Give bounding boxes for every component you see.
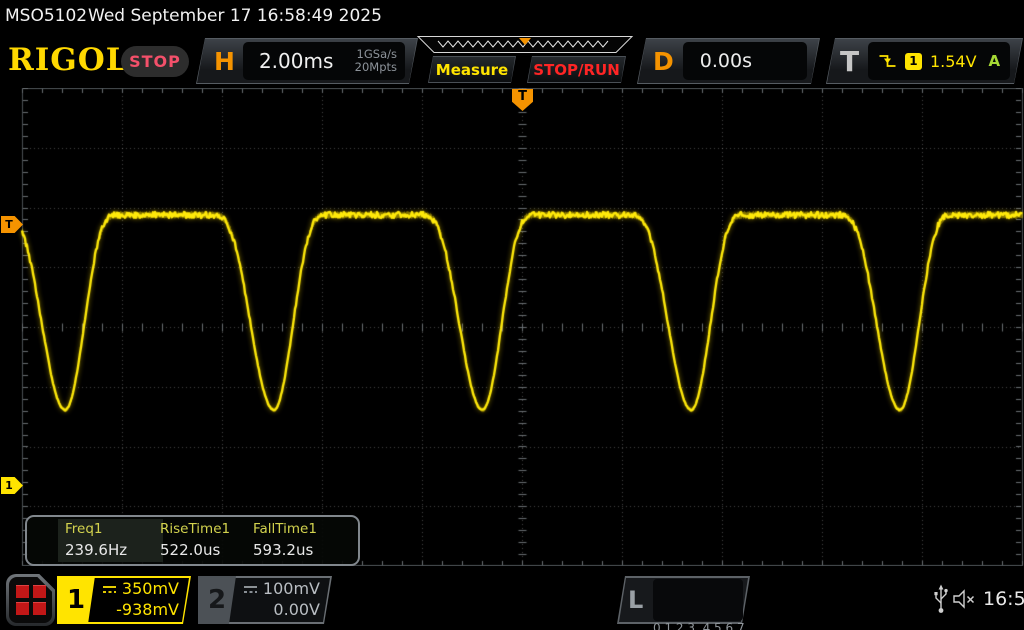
trigger-level-value[interactable]: 1.54V — [930, 52, 977, 71]
measurement-freq1[interactable]: Freq1 239.6Hz — [65, 521, 127, 559]
trigger-label: T — [840, 45, 859, 78]
speaker-muted-icon[interactable] — [953, 589, 978, 609]
apps-square — [33, 602, 46, 615]
model-name: MSO5102 — [5, 6, 87, 26]
digital-channel-list: 0 1 2 3 4 5 6 7 8 9 1011 12131415 — [653, 579, 743, 621]
measurement-label: FallTime1 — [253, 521, 317, 537]
trigger-box[interactable]: 1 1.54V A — [868, 42, 1010, 80]
oscilloscope-screen: MSO5102 Wed September 17 16:58:49 2025 R… — [0, 0, 1024, 630]
dc-coupling-icon — [243, 584, 258, 595]
channel1-offset: -938mV — [97, 599, 179, 620]
system-datetime: Wed September 17 16:58:49 2025 — [88, 6, 382, 26]
timebase-value[interactable]: 2.00ms — [243, 49, 355, 73]
channel2-offset: 0.00V — [238, 599, 320, 620]
usb-icon — [933, 583, 949, 615]
waveform-overview-strip[interactable] — [414, 36, 636, 53]
measurement-falltime1[interactable]: FallTime1 593.2us — [253, 521, 317, 559]
status-bar: MSO5102 Wed September 17 16:58:49 2025 — [0, 0, 1024, 33]
channel2-scale-line: 100mV — [238, 578, 320, 599]
run-state-badge: STOP — [121, 46, 189, 77]
apps-square — [16, 602, 29, 615]
measurements-panel[interactable]: Freq1 239.6Hz RiseTime1 522.0us FallTime… — [25, 515, 360, 566]
stop-run-button[interactable]: STOP/RUN — [527, 56, 626, 83]
delay-panel[interactable]: D 0.00s — [637, 38, 820, 84]
apps-square — [16, 585, 29, 598]
falling-edge-icon — [878, 53, 897, 69]
trigger-source-badge: 1 — [905, 53, 922, 70]
delay-box[interactable]: 0.00s — [683, 42, 807, 80]
delay-label: D — [653, 47, 674, 76]
system-time: 16:58 — [983, 588, 1024, 610]
trigger-mode: A — [989, 52, 1001, 70]
trigger-panel[interactable]: T 1 1.54V A — [826, 38, 1023, 84]
apps-square — [33, 585, 46, 598]
digital-channels-block[interactable]: L 0 1 2 3 4 5 6 7 8 9 1011 12131415 — [617, 576, 750, 624]
channel2-status-block[interactable]: 2 100mV 0.00V — [198, 576, 332, 624]
channel1-status-block[interactable]: 1 350mV -938mV — [57, 576, 191, 624]
digital-label: L — [628, 576, 643, 624]
measure-button-label: Measure — [436, 61, 508, 79]
memory-depth: 20Mpts — [355, 61, 397, 74]
channel1-scale-line: 350mV — [97, 578, 179, 599]
horizontal-label: H — [214, 47, 235, 76]
waveform-display[interactable] — [0, 88, 1024, 566]
digital-row-1: 0 1 2 3 4 5 6 7 — [653, 619, 743, 630]
delay-value[interactable]: 0.00s — [683, 50, 752, 72]
measurement-label: Freq1 — [65, 521, 127, 537]
dc-coupling-icon — [102, 584, 117, 595]
measurement-risetime1[interactable]: RiseTime1 522.0us — [160, 521, 230, 559]
rigol-logo: RIGOL — [8, 42, 129, 78]
horizontal-settings-panel[interactable]: H 2.00ms 1GSa/s 20Mpts — [196, 38, 418, 84]
measurement-value: 593.2us — [253, 541, 317, 559]
measure-button[interactable]: Measure — [428, 56, 516, 83]
measurement-value: 522.0us — [160, 541, 230, 559]
timebase-box[interactable]: 2.00ms 1GSa/s 20Mpts — [243, 42, 405, 80]
stop-run-button-label: STOP/RUN — [533, 61, 620, 79]
measurement-label: RiseTime1 — [160, 521, 230, 537]
apps-menu-icon[interactable] — [6, 574, 55, 626]
measurement-value: 239.6Hz — [65, 541, 127, 559]
acquisition-info: 1GSa/s 20Mpts — [355, 48, 405, 74]
